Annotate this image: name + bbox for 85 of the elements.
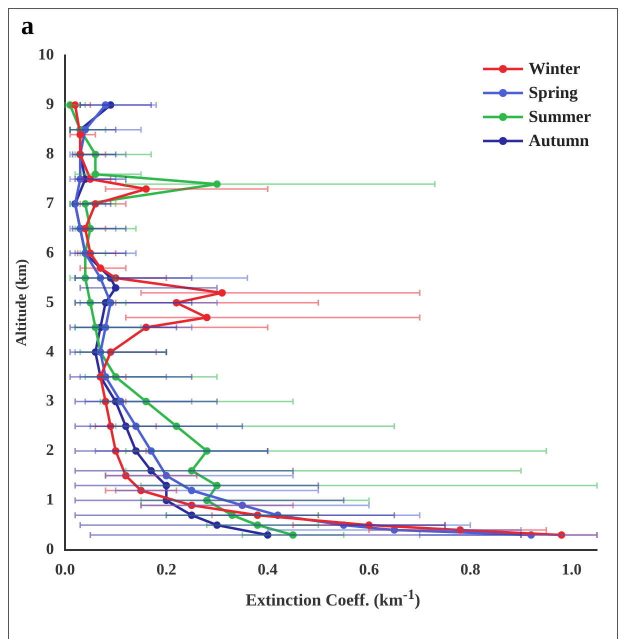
point bbox=[132, 447, 140, 455]
point bbox=[147, 447, 155, 455]
point bbox=[112, 284, 120, 292]
point bbox=[456, 526, 464, 534]
y-tick-label: 6 bbox=[46, 244, 54, 262]
point bbox=[86, 250, 94, 258]
point bbox=[92, 170, 100, 178]
x-tick-label: 0.0 bbox=[55, 562, 75, 579]
point bbox=[122, 422, 130, 430]
point bbox=[96, 264, 104, 272]
point bbox=[172, 422, 180, 430]
y-tick-label: 2 bbox=[46, 442, 54, 460]
point bbox=[254, 511, 262, 519]
point bbox=[162, 482, 170, 490]
legend-label: Spring bbox=[528, 82, 578, 104]
point bbox=[76, 130, 84, 138]
point bbox=[92, 150, 100, 158]
y-tick-label: 7 bbox=[46, 195, 54, 212]
point bbox=[365, 521, 373, 529]
point bbox=[82, 274, 90, 282]
point bbox=[203, 314, 211, 322]
point bbox=[142, 398, 150, 406]
point bbox=[188, 466, 196, 474]
point bbox=[112, 373, 120, 381]
point bbox=[71, 101, 79, 109]
point bbox=[289, 531, 297, 539]
point bbox=[82, 126, 90, 134]
point bbox=[238, 502, 246, 510]
y-tick-label: 8 bbox=[46, 146, 54, 163]
y-tick-label: 3 bbox=[46, 392, 54, 410]
point bbox=[558, 531, 566, 539]
y-tick-label: 5 bbox=[46, 294, 54, 311]
point bbox=[188, 511, 196, 519]
x-tick-label: 0.2 bbox=[156, 562, 176, 579]
point bbox=[142, 324, 150, 332]
point bbox=[76, 175, 84, 183]
x-tick-label: 0.4 bbox=[258, 562, 278, 579]
point bbox=[86, 298, 94, 306]
point bbox=[188, 502, 196, 510]
point bbox=[92, 200, 100, 208]
legend-label: Autumn bbox=[528, 130, 590, 152]
legend-label: Summer bbox=[528, 106, 591, 128]
point bbox=[102, 324, 110, 332]
y-tick-label: 9 bbox=[46, 96, 54, 114]
point bbox=[112, 274, 120, 282]
point bbox=[213, 180, 221, 188]
y-axis-title: Altitude (km) bbox=[14, 259, 30, 346]
y-tick-label: 4 bbox=[46, 343, 54, 360]
point bbox=[96, 274, 104, 282]
point bbox=[106, 348, 114, 356]
y-tick-label: 0 bbox=[46, 540, 54, 558]
point bbox=[264, 531, 272, 539]
point bbox=[106, 422, 114, 430]
point bbox=[112, 447, 120, 455]
point bbox=[228, 511, 236, 519]
point bbox=[82, 200, 90, 208]
point bbox=[122, 472, 130, 480]
x-tick-label: 0.6 bbox=[359, 562, 379, 579]
legend-label: Winter bbox=[528, 58, 580, 80]
point bbox=[254, 521, 262, 529]
point bbox=[172, 298, 180, 306]
point bbox=[188, 486, 196, 494]
point bbox=[147, 466, 155, 474]
point bbox=[106, 298, 114, 306]
y-tick-label: 10 bbox=[38, 46, 54, 64]
point bbox=[203, 447, 211, 455]
y-tick-label: 1 bbox=[46, 492, 54, 509]
point bbox=[142, 185, 150, 193]
point bbox=[203, 496, 211, 504]
point bbox=[137, 486, 145, 494]
point bbox=[218, 289, 226, 297]
x-tick-label: 0.8 bbox=[460, 562, 480, 579]
text: a bbox=[21, 11, 34, 40]
x-tick-label: 1.0 bbox=[562, 562, 582, 579]
point bbox=[116, 398, 124, 406]
point bbox=[82, 224, 90, 232]
point bbox=[213, 482, 221, 490]
point bbox=[86, 175, 94, 183]
x-axis-title: Extinction Coeff. (km$^{-1}$) bbox=[244, 586, 422, 612]
point bbox=[102, 101, 110, 109]
point bbox=[162, 472, 170, 480]
point bbox=[132, 422, 140, 430]
point bbox=[92, 324, 100, 332]
point bbox=[213, 521, 221, 529]
point bbox=[102, 398, 110, 406]
